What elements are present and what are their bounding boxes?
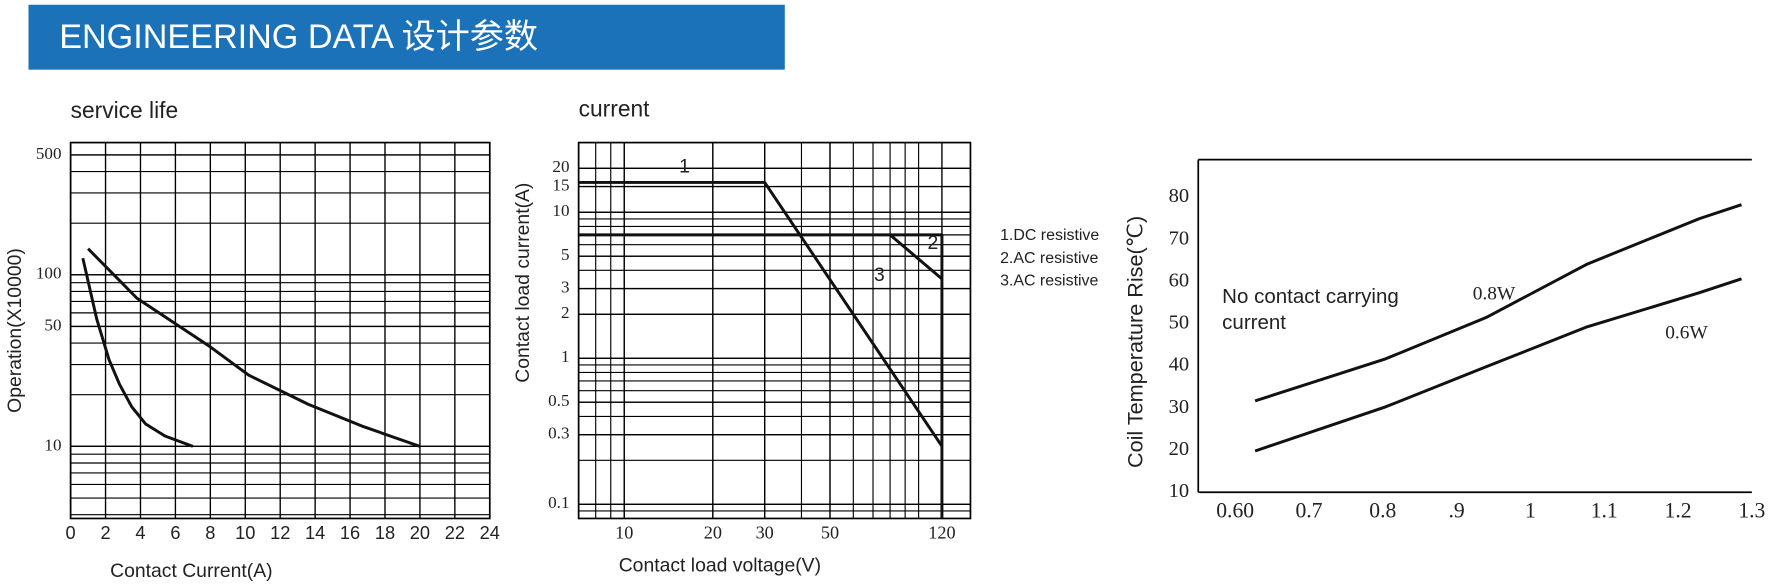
series-label: 0.6W (1665, 322, 1708, 343)
series-label: 0.8W (1473, 284, 1516, 305)
y-tick-label: 50 (1169, 312, 1190, 334)
x-tick-label: 16 (340, 523, 360, 543)
series-line (87, 247, 421, 448)
legend-entry: 3.AC resistive (1000, 273, 1098, 290)
annotation: 2 (927, 232, 938, 254)
x-tick-label: 1 (1525, 499, 1536, 523)
series-line (578, 180, 944, 448)
x-tick-label: 20 (704, 523, 722, 543)
x-tick-label: 10 (235, 523, 255, 543)
x-tick-label: 6 (170, 523, 180, 543)
y-tick-label: 50 (44, 315, 61, 334)
y-tick-label: 20 (552, 157, 569, 176)
y-tick-label: 10 (44, 435, 61, 454)
x-tick-label: 4 (135, 523, 145, 543)
y-tick-label: 30 (1169, 396, 1190, 418)
x-tick-label: 120 (928, 523, 955, 543)
x-tick-label: 20 (410, 523, 430, 543)
x-tick-label: 22 (445, 523, 465, 543)
annotation: 1 (679, 156, 690, 178)
series-line (1254, 203, 1742, 403)
y-tick-label: 10 (552, 201, 569, 220)
x-tick-label: 0 (66, 523, 76, 543)
x-tick-label: .9 (1448, 499, 1464, 523)
y-axis-title: Operation(X10000) (4, 248, 26, 413)
chart-title: current (579, 96, 651, 122)
x-tick-label: 50 (821, 523, 839, 543)
x-tick-label: 30 (756, 523, 774, 543)
y-tick-label: 2 (561, 303, 570, 322)
annotation: No contact carrying (1222, 285, 1399, 308)
legend-entry: 1.DC resistive (1000, 227, 1099, 244)
x-tick-label: 18 (375, 523, 395, 543)
x-axis-title: Contact load voltage(V) (619, 554, 821, 576)
y-tick-label: 0.5 (548, 391, 569, 410)
x-tick-label: 0.60 (1216, 499, 1254, 523)
x-tick-label: 0.8 (1369, 499, 1396, 523)
x-tick-label: 0.7 (1295, 499, 1322, 523)
annotation: 3 (874, 264, 885, 286)
plot-frame (69, 141, 491, 520)
series-line (578, 233, 944, 519)
y-tick-label: 15 (552, 175, 569, 194)
x-tick-label: 10 (615, 523, 633, 543)
x-tick-label: 24 (480, 523, 500, 543)
header-bar (28, 4, 785, 70)
chart-title: service life (71, 97, 179, 123)
x-axis-title: Contact Current(A) (110, 560, 272, 582)
y-tick-label: 40 (1169, 354, 1190, 376)
y-tick-label: 70 (1169, 227, 1190, 249)
x-tick-label: 2 (100, 523, 110, 543)
x-tick-label: 1.1 (1591, 499, 1618, 523)
y-tick-label: 0.3 (548, 424, 569, 443)
series-line (1254, 277, 1742, 453)
y-tick-label: 0.1 (548, 493, 569, 512)
y-tick-label: 20 (1169, 438, 1190, 460)
y-tick-label: 60 (1169, 269, 1190, 291)
y-tick-label: 1 (561, 347, 570, 366)
series-line (889, 233, 943, 280)
x-tick-label: 12 (270, 523, 290, 543)
y-tick-label: 3 (561, 278, 570, 297)
annotation: current (1222, 311, 1286, 334)
y-tick-label: 100 (36, 264, 62, 283)
x-tick-label: 1.3 (1738, 499, 1765, 523)
y-axis-title: Coil Temperature Rise(℃) (1122, 216, 1147, 468)
y-tick-label: 10 (1169, 480, 1190, 502)
y-tick-label: 5 (561, 245, 570, 264)
plot-frame (577, 141, 972, 520)
x-tick-label: 1.2 (1665, 499, 1692, 523)
y-axis-title: Contact load current(A) (512, 183, 534, 383)
x-tick-label: 14 (305, 523, 325, 543)
series-line (81, 257, 194, 448)
y-tick-label: 80 (1169, 185, 1190, 207)
y-tick-label: 500 (36, 144, 62, 163)
header-title: ENGINEERING DATA 设计参数 (59, 18, 538, 56)
x-tick-label: 8 (205, 523, 215, 543)
legend-entry: 2.AC resistive (1000, 250, 1098, 267)
